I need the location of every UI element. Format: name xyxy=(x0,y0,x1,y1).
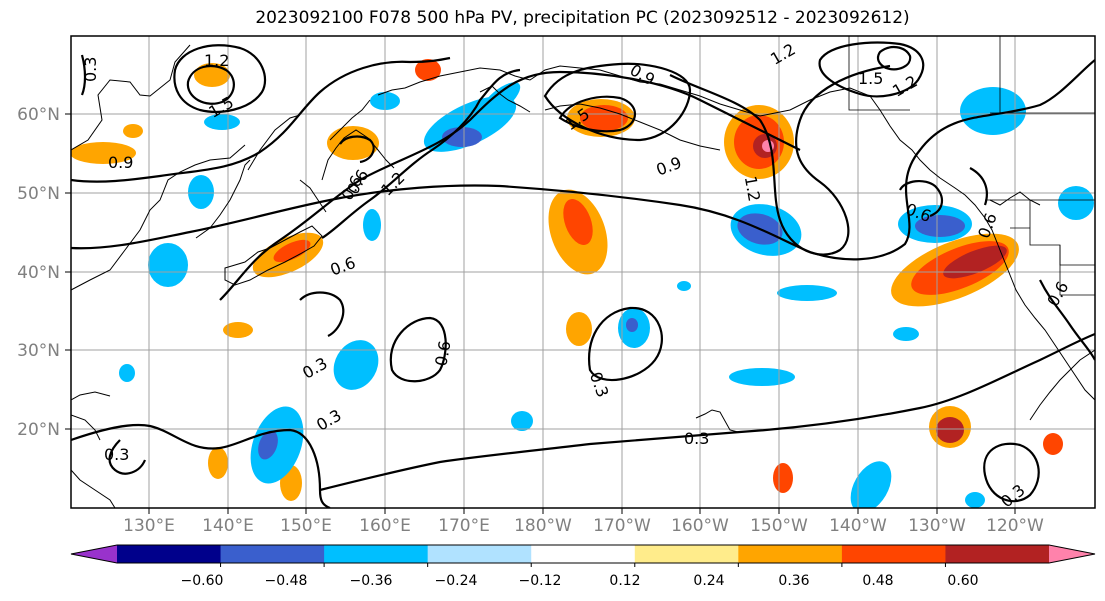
colorbar-tick-label: −0.36 xyxy=(350,573,393,589)
colorbar xyxy=(70,544,1096,567)
colorbar-tick-label: −0.48 xyxy=(265,573,308,589)
shade-small-pos-1 xyxy=(123,124,143,138)
colorbar-swatch xyxy=(117,545,222,563)
lon-label: 150°W xyxy=(750,516,808,536)
shade-small-neg-5 xyxy=(119,364,135,382)
colorbar-tick-label: 0.48 xyxy=(862,573,893,589)
lon-label: 120°W xyxy=(986,516,1044,536)
political-borders xyxy=(848,36,1095,296)
contour-label: 1.2 xyxy=(741,175,764,203)
lat-label: 50°N xyxy=(17,184,60,204)
lat-label: 40°N xyxy=(17,263,60,283)
lon-label: 140°W xyxy=(829,516,887,536)
contour-label: 0.3 xyxy=(684,429,709,448)
colorbar-tick-label: −0.24 xyxy=(435,573,478,589)
shaded-fields xyxy=(71,59,1094,508)
shade-bering-neg-core xyxy=(442,127,482,147)
shade-tropical-pos-2 xyxy=(773,463,793,493)
shade-small-neg-7 xyxy=(677,281,691,291)
shade-aleutian-pos-core xyxy=(580,105,628,131)
shade-kamchatka-neg xyxy=(204,114,240,130)
shade-small-neg-6 xyxy=(893,327,919,341)
longitude-labels: 130°E 140°E 150°E 160°E 170°E 180°W 170°… xyxy=(123,516,1044,536)
shade-china-neg xyxy=(148,243,188,287)
lat-label: 60°N xyxy=(17,105,60,125)
lon-label: 140°E xyxy=(202,516,254,536)
colorbar-swatch xyxy=(427,545,532,563)
lat-label: 20°N xyxy=(17,420,60,440)
shade-left-edge-pos xyxy=(71,142,136,164)
shade-tropical-pos-4 xyxy=(208,447,228,479)
contour-label: 0.9 xyxy=(108,153,133,172)
axis-ticks xyxy=(65,113,1016,514)
lat-label: 30°N xyxy=(17,341,60,361)
shade-mid-pacific-pos-core xyxy=(563,199,593,245)
contour-label: 1.2 xyxy=(204,51,229,70)
colorbar-extend-max xyxy=(1049,545,1095,563)
shade-california-pos-peak xyxy=(943,245,1007,279)
colorbar-swatch xyxy=(738,545,843,563)
shade-central-neg-3 xyxy=(777,285,837,301)
shade-oregon-neg-core xyxy=(915,215,965,237)
shade-central-neg-4 xyxy=(333,340,379,390)
colorbar-swatch xyxy=(841,545,946,563)
colorbar-swatch xyxy=(324,545,429,563)
shade-tropical-neg-4 xyxy=(965,492,985,508)
map-title: 2023092100 F078 500 hPa PV, precipitatio… xyxy=(255,8,910,28)
shade-kamchatka-pos xyxy=(194,63,230,87)
latitude-labels: 60°N 50°N 40°N 30°N 20°N xyxy=(17,105,60,440)
map-content: 0.3 1.2 1.5 0.9 1.2 1.5 0.9 0.6 1.2 0.6 … xyxy=(71,36,1095,508)
colorbar-tick-label: 0.12 xyxy=(609,573,640,589)
shade-tropical-neg-2 xyxy=(850,461,892,508)
shade-kuril-neg xyxy=(363,209,381,241)
colorbar-tick-label: 0.60 xyxy=(947,573,978,589)
shade-hawaii-pos xyxy=(566,312,592,346)
map-gridlines xyxy=(71,36,1095,508)
shade-central-neg-2 xyxy=(729,368,795,386)
colorbar-outline xyxy=(70,544,1096,564)
contour-label: 1.5 xyxy=(858,69,883,88)
shade-tropical-pos-1-core xyxy=(936,417,964,443)
contour-label: 0.6 xyxy=(431,339,454,367)
contour-label: 0.3 xyxy=(81,57,100,82)
shade-canada-neg xyxy=(960,87,1026,135)
lon-label: 170°E xyxy=(438,516,490,536)
lon-label: 150°E xyxy=(280,516,332,536)
shade-small-pos-2 xyxy=(223,322,253,338)
shade-tropical-neg-1-core xyxy=(258,430,278,460)
shade-bering-pos xyxy=(415,59,441,81)
coastlines xyxy=(71,44,1095,508)
lon-label: 180°W xyxy=(514,516,572,536)
colorbar-swatch xyxy=(220,545,325,563)
shade-okhotsk-pos xyxy=(327,126,379,160)
colorbar-swatch xyxy=(531,545,636,563)
colorbar-tick-labels: −0.60 −0.48 −0.36 −0.24 −0.12 0.12 0.24 … xyxy=(181,573,979,589)
colorbar-swatch xyxy=(634,545,739,563)
lon-label: 170°W xyxy=(593,516,651,536)
colorbar-swatch xyxy=(945,545,1050,563)
lon-label: 160°E xyxy=(359,516,411,536)
colorbar-tick-label: 0.24 xyxy=(693,573,724,589)
pv-contours xyxy=(71,41,1095,508)
shade-alaska-neg xyxy=(479,82,521,118)
lon-label: 160°W xyxy=(671,516,729,536)
contour-label: 0.3 xyxy=(104,445,129,464)
shade-japan-pos-core xyxy=(273,239,311,263)
shade-japan-sea-neg xyxy=(188,175,214,209)
shade-tropical-neg-3 xyxy=(511,411,533,431)
lon-label: 130°E xyxy=(123,516,175,536)
shade-tropical-pos-3 xyxy=(1043,433,1063,455)
colorbar-tick-label: 0.36 xyxy=(778,573,809,589)
colorbar-tick-label: −0.12 xyxy=(519,573,562,589)
colorbar-tick-label: −0.60 xyxy=(181,573,224,589)
lon-label: 130°W xyxy=(908,516,966,536)
shade-central-neg-1-core xyxy=(626,318,638,332)
shade-canada-east-neg xyxy=(1058,186,1094,220)
colorbar-extend-min xyxy=(71,545,117,563)
